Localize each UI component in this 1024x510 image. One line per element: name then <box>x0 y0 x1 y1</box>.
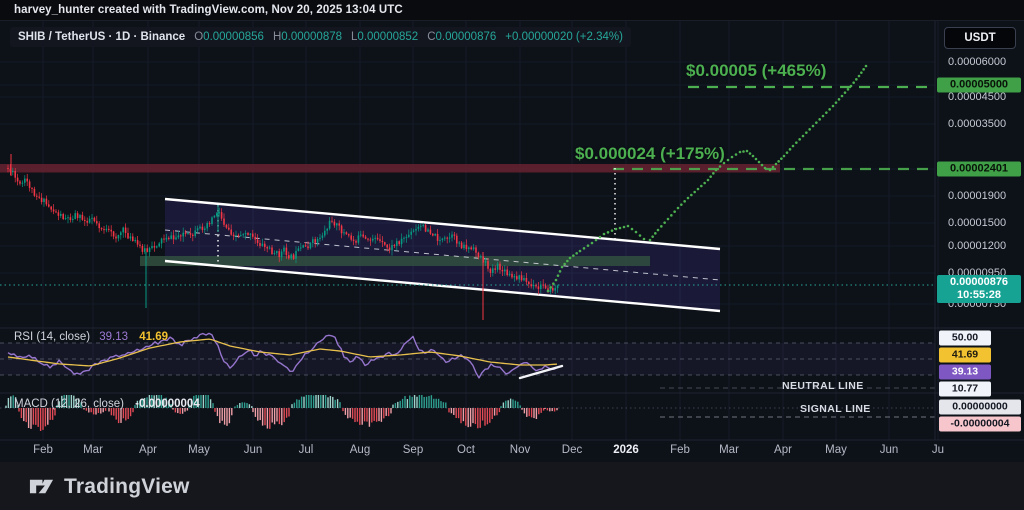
signal-line-label[interactable]: SIGNAL LINE <box>800 403 871 415</box>
ohlc-open: O0.00000856 <box>194 31 264 43</box>
macd-value: -0.00000004 <box>135 398 200 410</box>
indicator-value-badge: -0.00000004 <box>939 416 1021 432</box>
indicator-value-badge: 39.13 <box>939 364 991 380</box>
indicator-value-badge: 0.00000000 <box>939 399 1021 415</box>
indicator-value-badge: 50.00 <box>939 330 991 346</box>
time-tick-label: Aug <box>349 444 371 456</box>
price-tick-label: 0.00001500 <box>948 217 1007 229</box>
current-price-badge: 0.00000876 10:55:28 <box>937 275 1021 303</box>
indicator-value-badge: 41.69 <box>939 347 991 363</box>
time-tick-label: 2026 <box>613 444 639 456</box>
time-tick-label: May <box>825 444 847 456</box>
time-tick-label: Ju <box>931 444 945 456</box>
price-tick-label: 0.00004500 <box>948 91 1007 103</box>
price-tick-label: 0.00001900 <box>948 190 1007 202</box>
tradingview-logo-text: TradingView <box>64 474 190 498</box>
neutral-line-label[interactable]: NEUTRAL LINE <box>782 380 864 392</box>
indicator-value-badge: 10.77 <box>939 381 991 397</box>
bottom-toolbar: TradingView <box>0 462 1024 510</box>
ohlc-low: L0.00000852 <box>351 31 419 43</box>
time-tick-label: Mar <box>83 444 103 456</box>
ohlc-close: C0.00000876 <box>427 31 497 43</box>
time-tick-label: Jul <box>298 444 314 456</box>
rsi-label: RSI (14, close) <box>14 331 91 343</box>
time-tick-label: Feb <box>33 444 53 456</box>
price-tick-label: 0.00001200 <box>948 240 1007 252</box>
ohlc-high: H0.00000878 <box>272 31 343 43</box>
watermark-attribution: harvey_hunter created with TradingView.c… <box>14 4 403 16</box>
symbol-legend[interactable]: SHIB / TetherUS · 1D · Binance O0.000008… <box>10 27 631 47</box>
price-level-badge: 0.00002401 <box>937 161 1021 177</box>
currency-toggle-button[interactable]: USDT <box>944 27 1016 49</box>
rsi-pane-legend[interactable]: RSI (14, close) 39.13 41.69 <box>14 331 168 343</box>
tradingview-logo[interactable]: TradingView <box>28 473 190 500</box>
symbol-title[interactable]: SHIB / TetherUS · 1D · Binance <box>18 31 186 43</box>
time-tick-label: Oct <box>457 444 475 456</box>
price-tick-label: 0.00003500 <box>948 118 1007 130</box>
bar-countdown: 10:55:28 <box>956 289 1002 301</box>
time-tick-label: Jun <box>243 444 263 456</box>
rsi-ma-value: 41.69 <box>139 331 169 343</box>
time-tick-label: Dec <box>561 444 583 456</box>
time-tick-label: Jun <box>879 444 899 456</box>
target-annotation-175pct[interactable]: $0.000024 (+175%) <box>575 144 725 163</box>
time-tick-label: Feb <box>670 444 690 456</box>
time-tick-label: Sep <box>402 444 424 456</box>
rsi-value: 39.13 <box>99 331 129 343</box>
tradingview-logo-icon <box>29 479 54 494</box>
target-annotation-465pct[interactable]: $0.00005 (+465%) <box>686 61 827 80</box>
time-tick-label: Mar <box>719 444 739 456</box>
macd-pane-legend[interactable]: MACD (12, 26, close) -0.00000004 <box>14 398 200 410</box>
watermark-bar: harvey_hunter created with TradingView.c… <box>0 0 1024 21</box>
price-tick-label: 0.00006000 <box>948 56 1007 68</box>
time-tick-label: Apr <box>774 444 792 456</box>
time-tick-label: May <box>188 444 210 456</box>
time-tick-label: Nov <box>509 444 531 456</box>
current-price-value: 0.00000876 <box>949 276 1009 288</box>
price-level-badge: 0.00005000 <box>937 77 1021 93</box>
macd-label: MACD (12, 26, close) <box>14 398 124 410</box>
time-tick-label: Apr <box>139 444 157 456</box>
price-change: +0.00000020 (+2.34%) <box>505 31 623 43</box>
